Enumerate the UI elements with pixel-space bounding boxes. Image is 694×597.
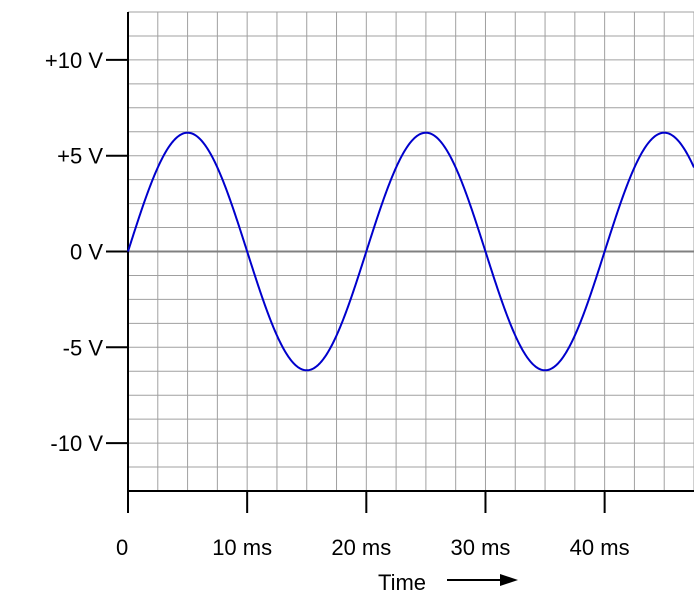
x-tick-label: 10 ms [212,535,272,560]
time-arrow-head [500,574,518,586]
series [127,131,694,372]
x-tick-labels: 0 10 ms 20 ms 30 ms 40 ms [116,535,630,560]
y-tick-label: +5 V [57,144,103,169]
y-tick-marks [106,58,128,445]
x-axis-title: Time [378,570,426,595]
y-tick-label: -5 V [63,335,104,360]
sine-wave-line [127,131,694,372]
x-tick-label: 0 [116,535,128,560]
x-tick-label: 40 ms [570,535,630,560]
y-tick-label: 0 V [70,240,103,265]
x-tick-marks [127,491,606,513]
y-tick-labels: +10 V +5 V 0 V -5 V -10 V [45,48,103,456]
x-axis-title-group: Time [378,570,518,595]
x-tick-label: 20 ms [331,535,391,560]
y-tick-label: +10 V [45,48,103,73]
y-tick-label: -10 V [50,431,103,456]
x-tick-label: 30 ms [451,535,511,560]
